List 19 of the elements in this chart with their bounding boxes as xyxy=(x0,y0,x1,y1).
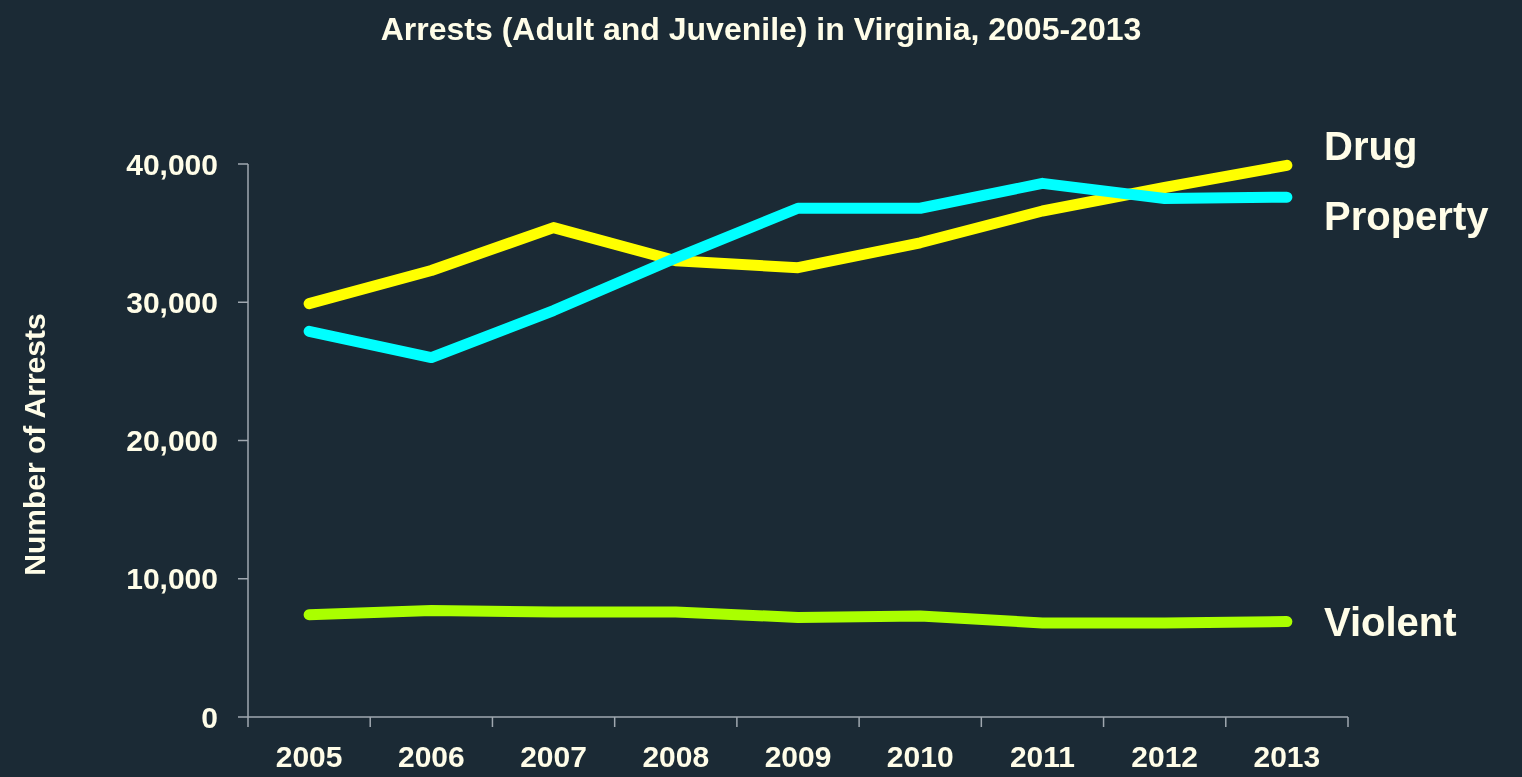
series-label: Violent xyxy=(1324,599,1457,644)
y-tick-label: 30,000 xyxy=(126,285,218,319)
chart-title: Arrests (Adult and Juvenile) in Virginia, 2005-2013 xyxy=(380,11,1142,47)
x-tick-label: 2013 xyxy=(1253,740,1321,773)
x-tick-label: 2010 xyxy=(886,740,954,773)
y-axis-title: Number of Arrests xyxy=(18,313,51,576)
x-tick-label: 2009 xyxy=(764,740,832,773)
x-tick-label: 2006 xyxy=(397,740,465,773)
x-tick-label: 2012 xyxy=(1131,740,1199,773)
series-label: Drug xyxy=(1324,124,1418,169)
y-tick-label: 20,000 xyxy=(126,424,218,457)
x-tick-label: 2011 xyxy=(1009,740,1075,773)
x-tick-label: 2005 xyxy=(275,740,343,773)
x-tick-label: 2008 xyxy=(642,740,710,773)
y-tick-label: 0 xyxy=(201,700,218,734)
y-tick-label: 40,000 xyxy=(126,147,218,181)
x-tick-label: 2007 xyxy=(520,740,587,773)
y-tick-label: 10,000 xyxy=(126,562,218,596)
series-label: Property xyxy=(1324,194,1490,239)
